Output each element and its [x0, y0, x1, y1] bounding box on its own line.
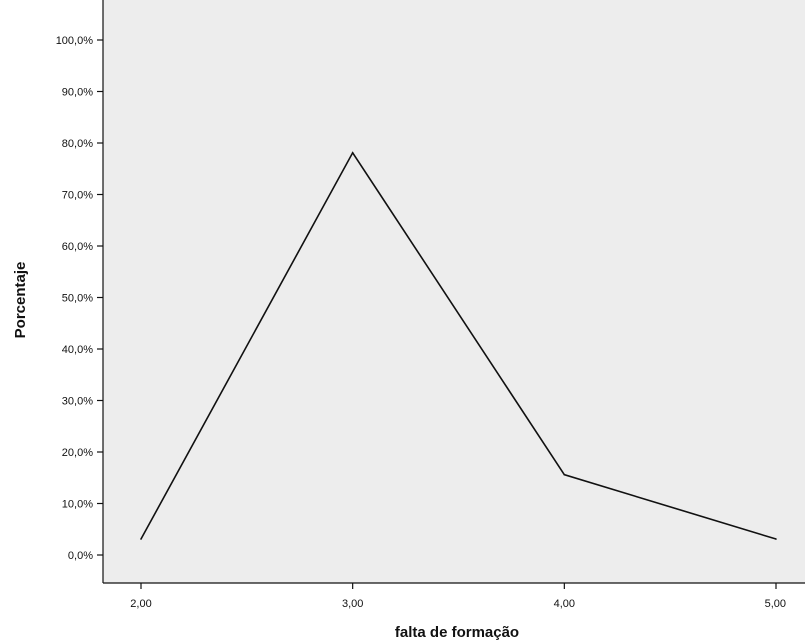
data-point	[351, 151, 354, 154]
y-axis-ticks: 0,0% 10,0% 20,0% 30,0% 40,0% 50,0% 60,0% 70,0% 8…	[56, 35, 103, 562]
data-points	[140, 151, 777, 540]
x-tick-label: 3,00	[342, 598, 363, 610]
y-tick-label: 60,0%	[62, 241, 93, 253]
x-tick-label: 2,00	[130, 598, 151, 610]
y-tick-label: 100,0%	[56, 35, 94, 47]
y-tick-label: 70,0%	[62, 190, 93, 202]
x-axis-ticks: 2,00 3,00 4,00 5,00	[130, 583, 786, 610]
y-axis-title: Porcentaje	[12, 262, 29, 339]
data-point	[140, 538, 142, 540]
y-tick-label: 40,0%	[62, 344, 93, 356]
y-tick-label: 80,0%	[62, 138, 93, 150]
plot-area	[103, 0, 805, 583]
y-tick-label: 50,0%	[62, 293, 93, 305]
y-tick-label: 30,0%	[62, 396, 93, 408]
x-tick-label: 5,00	[765, 598, 786, 610]
y-tick-label: 0,0%	[68, 550, 93, 562]
y-tick-label: 90,0%	[62, 87, 93, 99]
x-tick-label: 4,00	[554, 598, 575, 610]
y-tick-label: 10,0%	[62, 499, 93, 511]
data-point	[563, 473, 566, 476]
y-tick-label: 20,0%	[62, 447, 93, 459]
data-point	[775, 538, 777, 540]
x-axis-title: falta de formação	[395, 624, 519, 641]
series-line	[140, 151, 777, 540]
